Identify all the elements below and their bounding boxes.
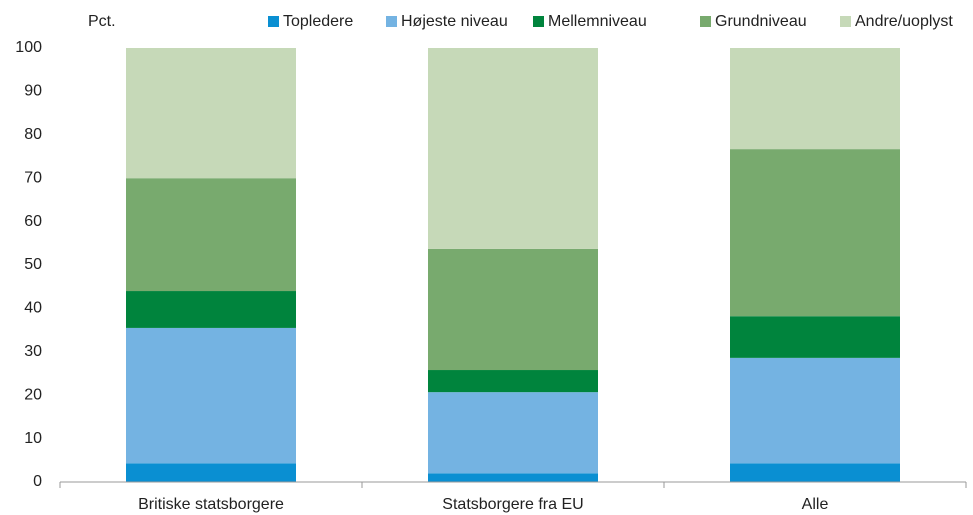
bar-segment [428,473,598,482]
y-tick-label: 20 [24,386,42,403]
y-tick-label: 60 [24,213,42,230]
y-tick-label: 70 [24,169,42,186]
legend-swatch [700,16,711,27]
bar-segment [730,357,900,464]
legend-label: Grundniveau [715,13,807,30]
bar-segment [428,370,598,393]
legend-label: Højeste niveau [401,13,508,30]
y-tick-label: 90 [24,83,42,100]
bar-segment [730,463,900,482]
bar-segment [126,178,296,292]
y-tick-label: 50 [24,256,42,273]
bar-segment [730,149,900,317]
legend-label: Topledere [283,13,353,30]
legend-label: Andre/uoplyst [855,13,953,30]
y-axis-label: Pct. [88,13,116,30]
y-tick-label: 40 [24,300,42,317]
y-tick-label: 0 [33,473,42,490]
bar-segment [428,48,598,249]
legend-swatch [533,16,544,27]
y-tick-label: 10 [24,430,42,447]
bar-segment [428,392,598,474]
bar-segment [126,48,296,179]
x-tick-label: Britiske statsborgere [138,496,284,513]
legend-label: Mellemniveau [548,13,647,30]
legend-swatch [840,16,851,27]
bar-segment [126,291,296,328]
legend-swatch [386,16,397,27]
bar-segment [730,48,900,150]
bar-segment [126,463,296,482]
bar-segment [126,327,296,464]
y-tick-label: 100 [15,39,42,56]
y-tick-label: 30 [24,343,42,360]
legend-swatch [268,16,279,27]
x-tick-label: Statsborgere fra EU [442,496,583,513]
bar-segment [428,248,598,371]
bar-segment [730,316,900,358]
y-tick-label: 80 [24,126,42,143]
x-tick-label: Alle [802,496,829,513]
